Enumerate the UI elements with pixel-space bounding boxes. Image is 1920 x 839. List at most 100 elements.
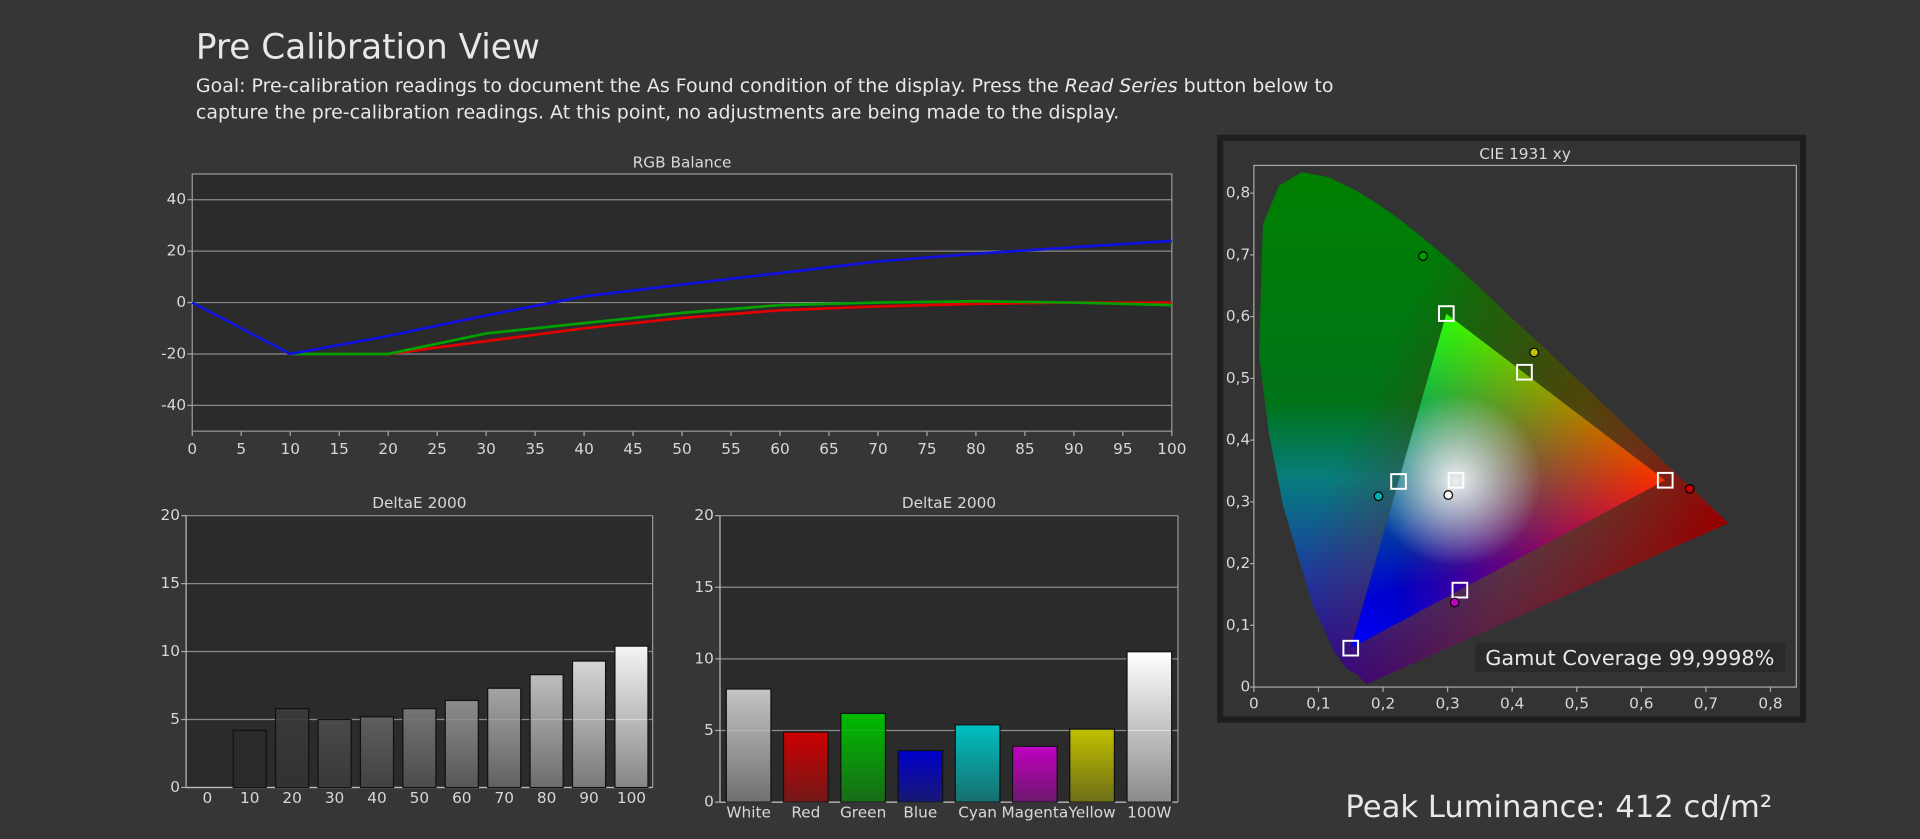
- x-tick-label: 0,3: [1435, 695, 1459, 713]
- plot-frame: [1253, 164, 1797, 688]
- page-title: Pre Calibration View: [196, 28, 540, 68]
- bar: [274, 708, 310, 789]
- x-tick-label: 0,4: [1500, 695, 1524, 713]
- y-tick-label: 20: [161, 506, 180, 524]
- x-tick-label: 85: [1015, 440, 1034, 458]
- x-tick-label: 30: [325, 789, 344, 807]
- target-marker: [1390, 473, 1407, 490]
- x-tick-label: 35: [525, 440, 544, 458]
- x-tick-label: 0: [1249, 695, 1259, 713]
- x-tick-label: Red: [791, 804, 820, 822]
- target-marker: [1447, 471, 1465, 489]
- x-tick-label: 45: [623, 440, 642, 458]
- x-tick-label: 0,5: [1565, 695, 1589, 713]
- bar: [954, 724, 1001, 803]
- x-tick-label: 0,8: [1758, 695, 1782, 713]
- target-marker: [1516, 363, 1533, 381]
- x-tick-label: 50: [672, 440, 691, 458]
- gamut-coverage: Gamut Coverage 99,9998%: [1485, 646, 1774, 670]
- bar: [232, 729, 267, 789]
- gamut-box: [1475, 642, 1786, 673]
- x-tick-label: 90: [579, 789, 598, 807]
- x-tick-label: 30: [476, 440, 495, 458]
- x-tick-label: 15: [329, 440, 348, 458]
- x-tick-label: 100: [1157, 440, 1186, 458]
- bar: [897, 749, 944, 803]
- x-tick-label: 20: [282, 789, 301, 807]
- x-tick-label: 0,1: [1306, 695, 1330, 713]
- x-tick-label: 40: [367, 789, 386, 807]
- x-tick-label: Yellow: [1068, 804, 1116, 822]
- y-tick-label: 5: [704, 721, 714, 739]
- measured-marker: [1418, 251, 1428, 262]
- y-tick-label: 0,8: [1226, 184, 1250, 202]
- x-tick-label: 100: [617, 789, 646, 807]
- target-marker: [1451, 581, 1469, 599]
- series-line: [191, 299, 1172, 356]
- bar: [1126, 651, 1173, 803]
- x-tick-label: Blue: [903, 804, 937, 822]
- measured-marker: [1443, 490, 1454, 500]
- bar: [1011, 745, 1058, 803]
- bar: [725, 688, 772, 803]
- chart-title: DeltaE 2000: [902, 494, 996, 512]
- bar: [840, 712, 887, 803]
- x-tick-label: 0,7: [1694, 695, 1718, 713]
- y-tick-label: 20: [694, 506, 713, 524]
- y-tick-label: 10: [694, 649, 713, 667]
- target-marker: [1656, 471, 1674, 489]
- x-tick-label: 10: [280, 440, 299, 458]
- x-tick-label: Green: [840, 804, 886, 822]
- y-tick-label: 0,6: [1226, 307, 1250, 325]
- y-tick-label: 0,4: [1226, 431, 1250, 449]
- white-glow: [1370, 394, 1542, 566]
- target-marker: [1437, 305, 1455, 322]
- x-tick-label: 80: [966, 440, 985, 458]
- bar: [487, 687, 522, 789]
- x-tick-label: 0,6: [1629, 695, 1653, 713]
- y-tick-label: 0,2: [1226, 554, 1250, 572]
- x-tick-label: 90: [1064, 440, 1083, 458]
- y-tick-label: 15: [694, 578, 713, 596]
- goal-emphasis: Read Series: [1065, 74, 1178, 96]
- bar: [571, 660, 607, 789]
- y-tick-label: -40: [161, 396, 186, 414]
- x-tick-label: 75: [917, 440, 936, 458]
- chart-title: CIE 1931 xy: [1479, 145, 1571, 163]
- goal-text: Goal: Pre-calibration readings to docume…: [196, 74, 1334, 96]
- x-tick-label: 100W: [1127, 804, 1171, 822]
- x-tick-label: 0: [202, 789, 212, 807]
- bar: [402, 708, 437, 789]
- measured-marker: [1373, 491, 1384, 502]
- x-tick-label: 60: [452, 789, 471, 807]
- x-tick-label: White: [726, 804, 770, 822]
- x-tick-label: 55: [721, 440, 740, 458]
- bar: [782, 731, 829, 803]
- y-tick-label: 0: [170, 778, 180, 796]
- x-tick-label: 0: [187, 440, 197, 458]
- x-tick-label: 10: [240, 789, 259, 807]
- x-tick-label: 95: [1113, 440, 1132, 458]
- x-tick-label: 0,2: [1371, 695, 1395, 713]
- y-tick-label: 0,7: [1226, 245, 1250, 263]
- bar: [614, 645, 649, 789]
- chart-title: RGB Balance: [633, 153, 732, 171]
- y-tick-label: 5: [170, 710, 180, 728]
- x-tick-label: 40: [574, 440, 593, 458]
- x-tick-label: 60: [770, 440, 789, 458]
- x-tick-label: Magenta: [1001, 804, 1068, 822]
- goal-start: Goal: Pre-calibration readings to docume…: [196, 74, 1065, 96]
- y-tick-label: 20: [167, 242, 186, 260]
- bar: [529, 674, 564, 789]
- x-tick-label: Cyan: [958, 804, 997, 822]
- series-line: [191, 239, 1172, 356]
- y-tick-label: 0: [704, 793, 714, 811]
- y-tick-label: -20: [161, 344, 186, 362]
- peak-luminance: Peak Luminance: 412 cd/m²: [1345, 790, 1772, 825]
- y-tick-label: 0,5: [1226, 369, 1250, 387]
- y-tick-label: 40: [167, 190, 186, 208]
- measured-marker: [1449, 597, 1460, 608]
- y-tick-label: 0: [1240, 678, 1250, 696]
